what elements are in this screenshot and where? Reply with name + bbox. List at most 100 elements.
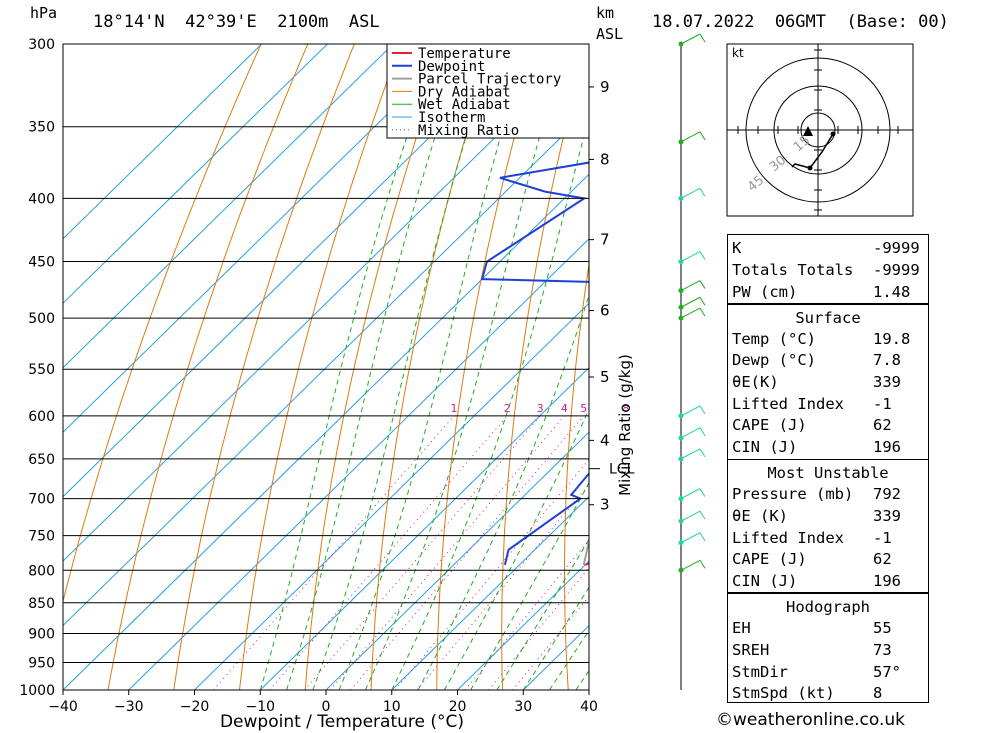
mu-label: CAPE (J) bbox=[732, 550, 807, 568]
isotherm-line bbox=[63, 44, 460, 433]
wind-barb-shaft bbox=[680, 448, 701, 460]
wet-adiabat-line bbox=[443, 407, 589, 690]
wind-barb-flag bbox=[699, 296, 706, 306]
surface-value: 62 bbox=[873, 416, 892, 434]
wind-barb-flag bbox=[699, 405, 706, 415]
wind-barb-dot bbox=[678, 567, 684, 573]
wind-barb-dot bbox=[678, 496, 684, 502]
hodograph-frame bbox=[726, 43, 914, 217]
pressure-tick-label: 300 bbox=[28, 37, 55, 53]
isotherm-line bbox=[63, 44, 394, 369]
hodograph-ring-label: 30 bbox=[767, 153, 789, 175]
mixing-ratio-label: 8 bbox=[622, 402, 629, 415]
surface-label: Lifted Index bbox=[732, 395, 844, 413]
pressure-tick-label: 850 bbox=[28, 596, 55, 612]
mixing-ratio-line bbox=[329, 415, 565, 690]
height-tick-label: 5 bbox=[600, 368, 610, 386]
wind-barb-shaft bbox=[680, 405, 701, 417]
lcl-label: LCL bbox=[609, 462, 635, 478]
pressure-tick-label: 700 bbox=[28, 492, 55, 508]
isotherm-line bbox=[63, 44, 263, 240]
pressure-tick-label: 900 bbox=[28, 626, 55, 642]
x-axis-label: Dewpoint / Temperature (°C) bbox=[220, 712, 464, 732]
hodograph-ring bbox=[773, 85, 863, 175]
hodograph-trace bbox=[791, 133, 834, 169]
pressure-tick-label: 400 bbox=[28, 191, 55, 207]
legend-entry: Isotherm bbox=[418, 110, 485, 126]
wind-barb-flag bbox=[699, 510, 706, 520]
mu-label: Lifted Index bbox=[732, 529, 844, 547]
wind-barb-shaft bbox=[680, 296, 701, 308]
index-label: K bbox=[732, 239, 742, 257]
mu-value: 792 bbox=[873, 485, 901, 503]
hodo-label: EH bbox=[732, 619, 751, 637]
isotherm-line bbox=[63, 44, 328, 304]
surface-label: θE(K) bbox=[732, 373, 779, 391]
surface-label: Dewp (°C) bbox=[732, 351, 816, 369]
isotherm-line bbox=[63, 109, 589, 627]
legend-entry: Dry Adiabat bbox=[418, 84, 511, 100]
wind-barb-flag bbox=[699, 532, 706, 542]
wind-barb-dot bbox=[678, 259, 684, 265]
wind-barb-dot bbox=[678, 518, 684, 524]
index-value: -9999 bbox=[873, 261, 920, 279]
most-unstable-title: Most Unstable bbox=[767, 464, 889, 482]
mu-label: CIN (J) bbox=[732, 572, 798, 590]
wind-barb-flag bbox=[699, 188, 706, 197]
wind-barb-flag bbox=[699, 131, 706, 141]
dry-adiabat-line bbox=[370, 44, 495, 690]
x-tick-label: −40 bbox=[48, 699, 78, 715]
hodograph-ring-label: 15 bbox=[791, 133, 813, 155]
pressure-tick-label: 650 bbox=[28, 452, 55, 468]
datetime-title: 18.07.2022 06GMT (Base: 00) bbox=[652, 12, 949, 32]
wind-barb-shaft bbox=[680, 532, 701, 544]
wind-barb-flag bbox=[699, 251, 706, 260]
height-unit-km: km bbox=[596, 4, 615, 22]
wet-adiabat-line bbox=[312, 44, 496, 690]
wind-barb-shaft bbox=[680, 131, 701, 143]
legend-entry: Temperature bbox=[418, 46, 511, 62]
hodo-value: 55 bbox=[873, 619, 892, 637]
wind-barb-flag bbox=[699, 488, 706, 497]
wind-barb-flag bbox=[699, 307, 706, 317]
pressure-tick-label: 350 bbox=[28, 120, 55, 136]
dewpoint-line bbox=[480, 161, 589, 566]
storm-motion-marker bbox=[803, 126, 813, 136]
wind-barb-dot bbox=[678, 41, 684, 47]
wet-adiabat-line bbox=[470, 481, 589, 690]
wind-barb-dot bbox=[678, 413, 684, 419]
pressure-tick-label: 450 bbox=[28, 255, 55, 271]
surface-label: Temp (°C) bbox=[732, 330, 816, 348]
index-label: PW (cm) bbox=[732, 283, 798, 301]
wind-barb-dot bbox=[678, 315, 684, 321]
pressure-tick-label: 750 bbox=[28, 529, 55, 545]
height-tick-label: 8 bbox=[600, 150, 610, 168]
mu-value: 339 bbox=[873, 507, 901, 525]
wind-barb-shaft bbox=[680, 488, 701, 500]
index-row-totals: Totals Totals -9999 bbox=[732, 261, 924, 282]
wind-barb-dot bbox=[678, 435, 684, 441]
dry-adiabat-line bbox=[107, 44, 309, 690]
hodograph-ring-label: 45 bbox=[745, 173, 767, 195]
x-tick-label: 10 bbox=[383, 699, 401, 715]
hodograph-unit: kt bbox=[732, 46, 744, 60]
mixing-ratio-label: 3 bbox=[537, 402, 544, 415]
wind-barb-dot bbox=[678, 195, 684, 201]
wet-adiabat-line bbox=[391, 114, 589, 690]
x-tick-label: −30 bbox=[114, 699, 144, 715]
wet-adiabat-line bbox=[364, 44, 567, 690]
wind-barb-dot bbox=[678, 456, 684, 462]
mixing-ratio-label: 4 bbox=[561, 402, 568, 415]
x-tick-label: 30 bbox=[514, 699, 532, 715]
mixing-ratio-line bbox=[269, 415, 508, 690]
hodo-label: StmDir bbox=[732, 663, 788, 681]
temperature-line bbox=[584, 562, 589, 566]
index-row-pw: PW (cm) 1.48 bbox=[732, 283, 924, 304]
surface-value: 19.8 bbox=[873, 330, 911, 348]
copyright-link[interactable]: ©weatheronline.co.uk bbox=[716, 710, 906, 730]
mixing-ratio-line bbox=[304, 415, 541, 690]
hodograph-title: Hodograph bbox=[786, 598, 870, 616]
pressure-tick-label: 950 bbox=[28, 655, 55, 671]
isotherm-line bbox=[128, 238, 589, 690]
